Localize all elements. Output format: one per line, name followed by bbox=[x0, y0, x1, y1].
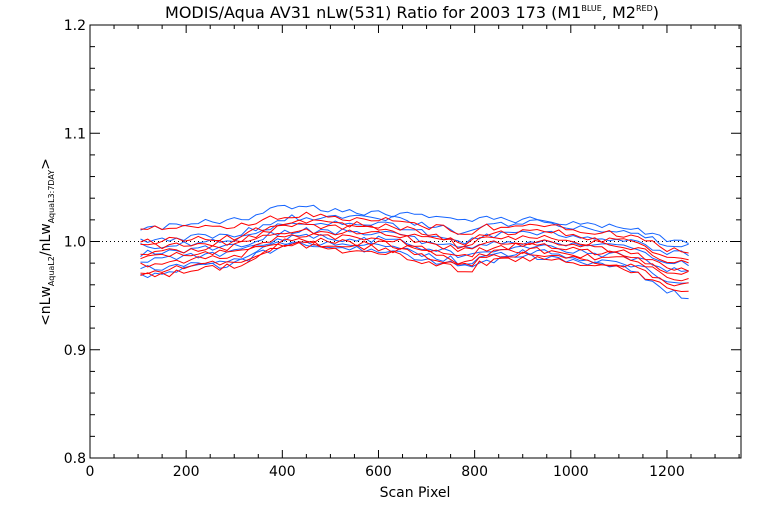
series-line-m2-9 bbox=[140, 219, 689, 261]
series-line-m2-11 bbox=[140, 228, 689, 272]
x-axis-label: Scan Pixel bbox=[380, 485, 451, 501]
y-tick-label: 1.0 bbox=[64, 235, 86, 251]
series-line-m2-14 bbox=[140, 240, 689, 287]
y-axis-label-lead: <nLw bbox=[38, 286, 54, 326]
y-axis-label-sub1: AquaL2 bbox=[47, 256, 56, 286]
chart-title-m1-sup: BLUE bbox=[581, 4, 601, 13]
series-line-m1-2 bbox=[140, 214, 689, 248]
x-tick-label: 400 bbox=[269, 464, 296, 480]
y-axis-label-sub2: AquaL3:7DAY bbox=[47, 170, 56, 224]
chart-title-main: MODIS/Aqua AV31 nLw(531) Ratio for 2003 … bbox=[165, 3, 581, 22]
series-line-m2-13 bbox=[140, 237, 689, 282]
series-line-m2-15 bbox=[140, 242, 689, 293]
series-line-m1-4 bbox=[140, 226, 689, 267]
series-line-m2-8 bbox=[140, 211, 689, 254]
y-axis-label: <nLwAquaL2/nLwAquaL3:7DAY> bbox=[38, 158, 56, 326]
y-tick-label: 0.9 bbox=[64, 343, 86, 359]
x-tick-label: 600 bbox=[365, 464, 392, 480]
plot-frame-layer: 0 200 400 600 800 1000 1200 0.8 0.9 1.0 1.1 1.2 bbox=[64, 18, 742, 480]
x-tick-label: 200 bbox=[173, 464, 200, 480]
series-line-m2-12 bbox=[140, 233, 689, 275]
y-tick-label: 0.8 bbox=[64, 451, 86, 467]
chart-title-mid: , M2 bbox=[602, 3, 636, 22]
x-tick-label: 800 bbox=[461, 464, 488, 480]
series-line-m2-10 bbox=[140, 222, 689, 264]
chart-title-m2-sup: RED bbox=[636, 4, 653, 13]
chart-title: MODIS/Aqua AV31 nLw(531) Ratio for 2003 … bbox=[165, 3, 659, 22]
series-line-m1-7 bbox=[140, 241, 689, 300]
plot-border bbox=[89, 24, 742, 459]
series-layer bbox=[140, 204, 689, 300]
y-axis-label-end: > bbox=[38, 158, 54, 170]
series-line-m1-1 bbox=[140, 204, 689, 245]
x-tick-label: 1000 bbox=[553, 464, 589, 480]
y-tick-label: 1.2 bbox=[64, 18, 86, 34]
y-axis-label-mid: /nLw bbox=[38, 223, 54, 256]
x-tick-label: 1200 bbox=[649, 464, 685, 480]
chart-title-end: ) bbox=[653, 3, 659, 22]
x-tick-label: 0 bbox=[86, 464, 95, 480]
y-tick-label: 1.1 bbox=[64, 126, 86, 142]
